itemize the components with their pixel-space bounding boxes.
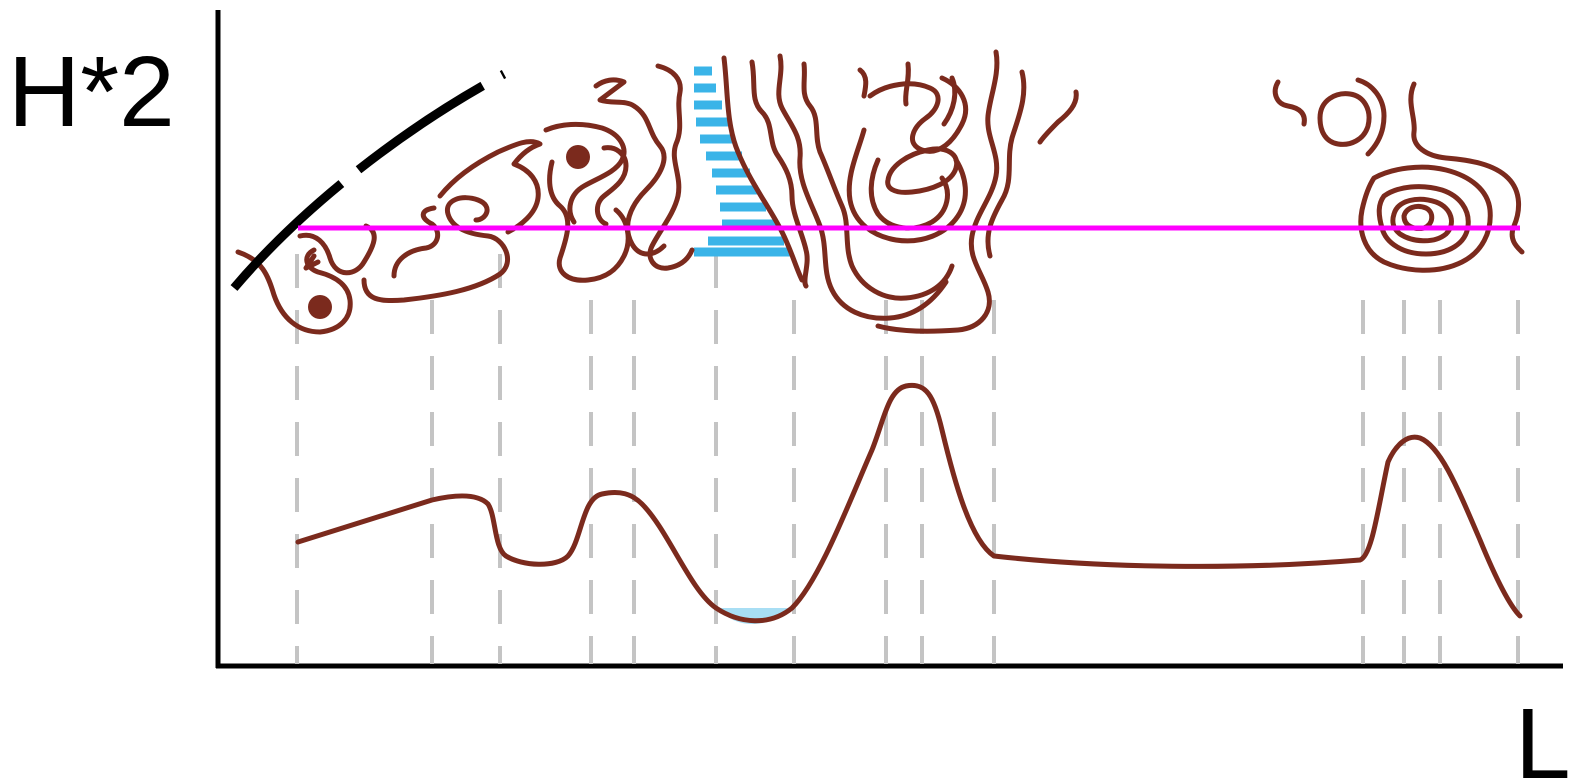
axes: H*2 L bbox=[8, 10, 1571, 783]
contour-line bbox=[903, 61, 911, 107]
contour-line bbox=[1376, 184, 1471, 257]
contour-line bbox=[846, 127, 968, 244]
contour-line bbox=[941, 75, 958, 127]
peak-dot bbox=[566, 145, 590, 169]
river-bank bbox=[721, 55, 805, 283]
contour-line bbox=[543, 121, 627, 225]
contour-line bbox=[1272, 79, 1307, 127]
contour-line bbox=[593, 77, 667, 257]
peak-markers bbox=[308, 145, 590, 319]
contour-line bbox=[867, 75, 969, 154]
contour-line bbox=[875, 49, 1000, 334]
contour-line bbox=[885, 146, 960, 195]
contour-line bbox=[801, 61, 955, 301]
contour-line bbox=[1401, 203, 1435, 231]
contour-line bbox=[857, 67, 869, 99]
river-bank bbox=[749, 59, 810, 289]
x-axis-label: L bbox=[1515, 688, 1571, 783]
contour-line bbox=[985, 69, 1027, 259]
contour-line bbox=[303, 253, 321, 271]
terrain-profile bbox=[295, 382, 1523, 624]
contour-line bbox=[391, 205, 441, 279]
contour-line bbox=[235, 247, 353, 335]
contour-line bbox=[547, 159, 631, 283]
ridge-line bbox=[230, 70, 507, 291]
contour-map bbox=[235, 49, 1525, 335]
y-axis-label: H*2 bbox=[8, 36, 175, 148]
river-hatch bbox=[694, 66, 790, 257]
contour-line bbox=[1355, 77, 1387, 157]
contour-line bbox=[647, 63, 695, 271]
contour-line bbox=[361, 195, 510, 304]
contour-line bbox=[1358, 164, 1493, 273]
peak-dot bbox=[308, 295, 332, 319]
projection-lines bbox=[295, 254, 1520, 664]
contour-line bbox=[437, 139, 543, 235]
contour-line bbox=[297, 223, 377, 276]
contour-line bbox=[1317, 91, 1372, 147]
contour-line bbox=[595, 145, 629, 227]
contour-line bbox=[1037, 89, 1079, 145]
